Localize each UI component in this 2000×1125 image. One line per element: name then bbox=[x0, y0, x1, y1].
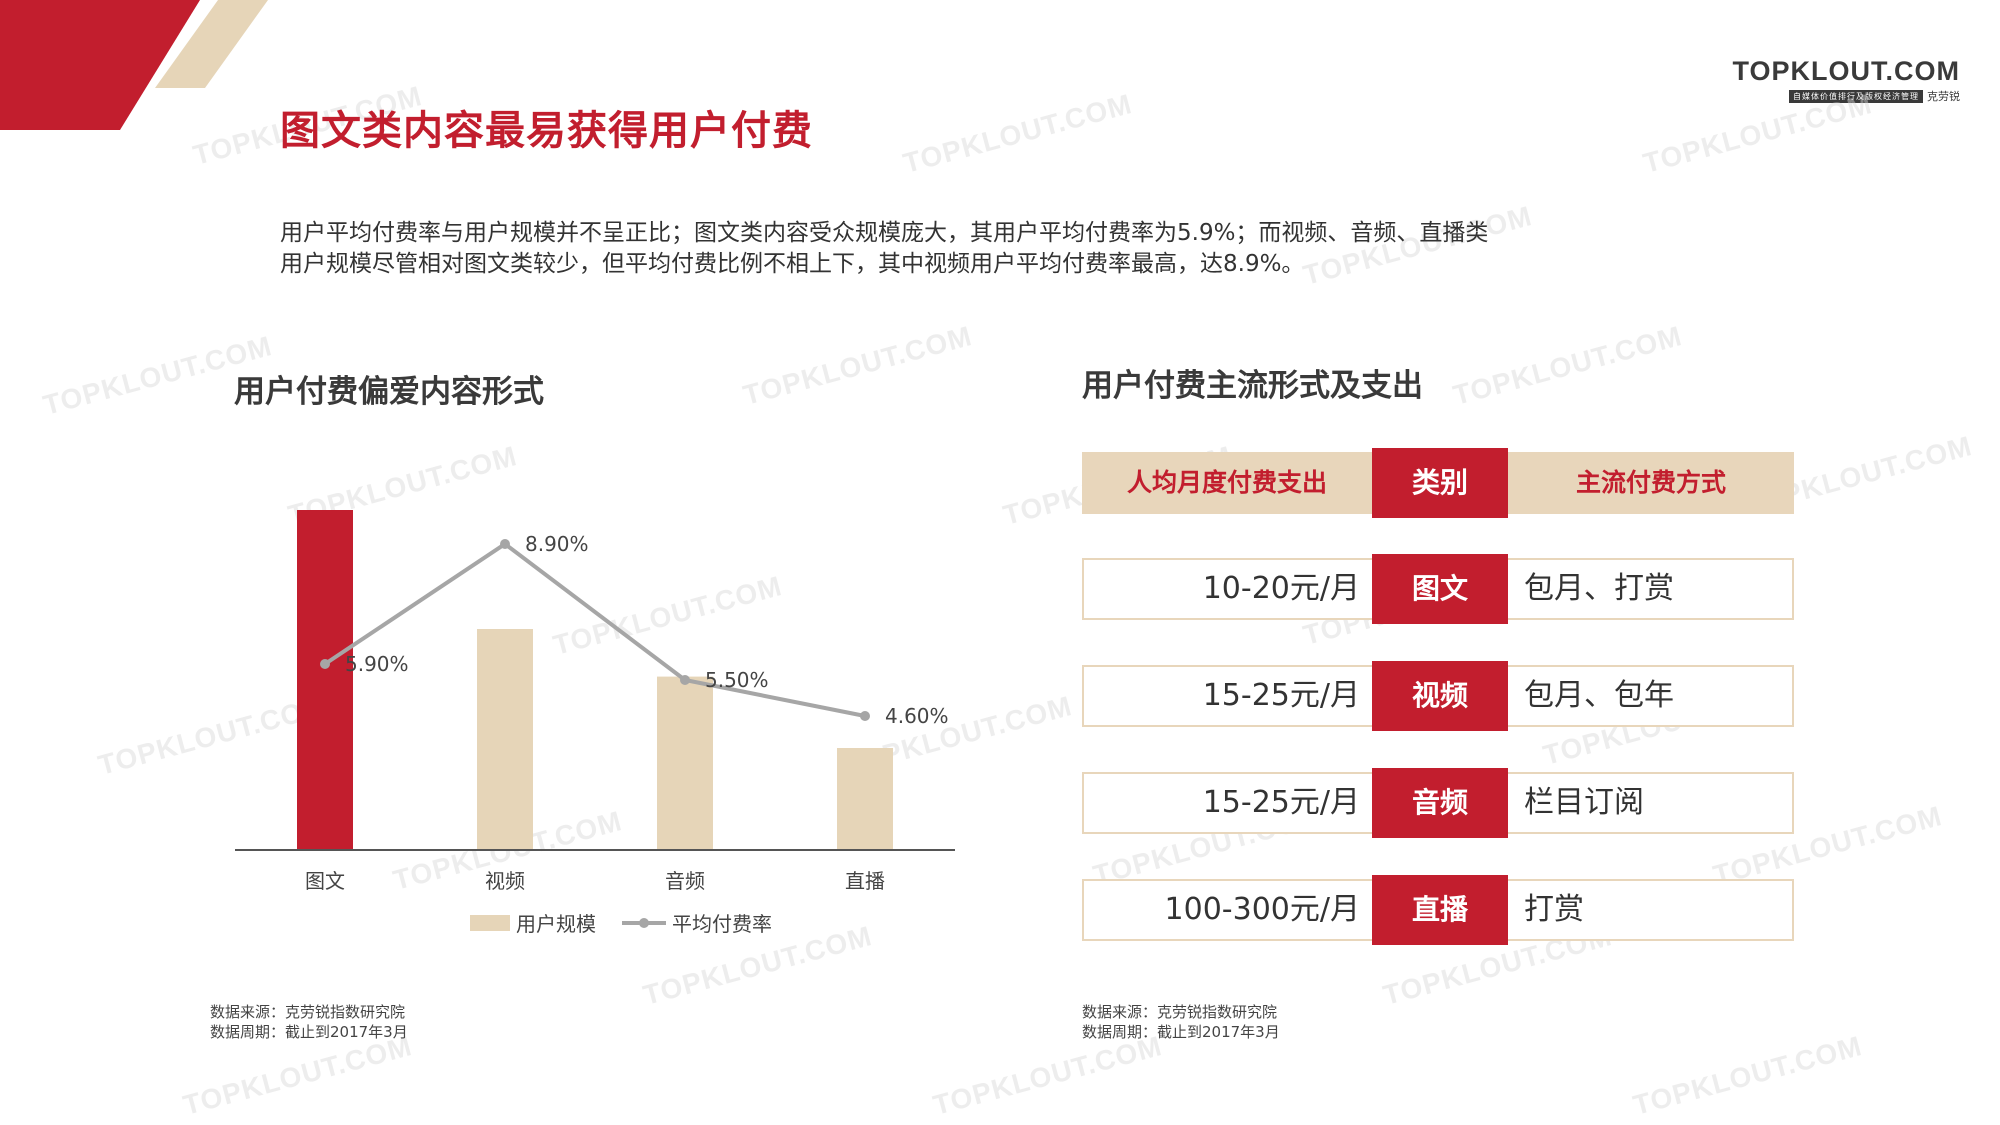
watermark: TOPKLOUT.COM bbox=[739, 320, 976, 411]
brand-logo: TOPKLOUT.COM 自媒体价值排行及版权经济管理 克劳锐 bbox=[1733, 56, 1961, 104]
row-amount: 100-300元/月 bbox=[1164, 892, 1360, 927]
rate-point bbox=[500, 539, 510, 549]
source-line: 数据来源：克劳锐指数研究院 bbox=[1082, 1003, 1278, 1021]
data-source-note: 数据来源：克劳锐指数研究院 数据周期：截止到2017年3月 bbox=[1082, 1002, 1280, 1042]
table-row: 100-300元/月 直播 打赏 bbox=[1082, 875, 1794, 945]
brand-slogan: 自媒体价值排行及版权经济管理 bbox=[1789, 89, 1923, 103]
table-row: 15-25元/月 音频 栏目订阅 bbox=[1082, 768, 1794, 838]
bar-2 bbox=[477, 629, 533, 850]
watermark: TOPKLOUT.COM bbox=[899, 88, 1136, 179]
rate-data-label: 4.60% bbox=[885, 704, 949, 728]
summary-line: 用户平均付费率与用户规模并不呈正比；图文类内容受众规模庞大，其用户平均付费率为5… bbox=[280, 220, 1489, 246]
watermark: TOPKLOUT.COM bbox=[179, 1030, 416, 1121]
row-method: 包月、包年 bbox=[1524, 678, 1674, 713]
header-method: 主流付费方式 bbox=[1575, 468, 1726, 497]
table-header: 人均月度付费支出 类别 主流付费方式 bbox=[1082, 448, 1794, 518]
row-category: 直播 bbox=[1372, 875, 1508, 945]
x-tick-label: 直播 bbox=[845, 869, 885, 893]
combo-chart: 图文 视频 音频 直播 5.90% 8.90% 5.50% 4.60% 用户规模 平均付费率 bbox=[235, 510, 955, 936]
rate-point bbox=[320, 659, 330, 669]
x-tick-label: 视频 bbox=[485, 869, 525, 893]
rate-point bbox=[680, 675, 690, 685]
x-tick-label: 音频 bbox=[665, 869, 705, 893]
table-row: 15-25元/月 视频 包月、包年 bbox=[1082, 661, 1794, 731]
row-category: 视频 bbox=[1372, 661, 1508, 731]
row-amount: 15-25元/月 bbox=[1202, 678, 1360, 713]
row-method: 包月、打赏 bbox=[1524, 571, 1674, 606]
data-source-note: 数据来源：克劳锐指数研究院 数据周期：截止到2017年3月 bbox=[210, 1002, 408, 1042]
header-amount: 人均月度付费支出 bbox=[1126, 468, 1327, 497]
page-title: 图文类内容最易获得用户付费 bbox=[280, 108, 813, 154]
header-category: 类别 bbox=[1372, 448, 1508, 518]
bar-4 bbox=[837, 748, 893, 850]
bar-3 bbox=[657, 676, 713, 850]
chart-section-title: 用户付费偏爱内容形式 bbox=[234, 374, 544, 410]
row-method: 栏目订阅 bbox=[1524, 785, 1644, 820]
row-amount: 15-25元/月 bbox=[1202, 785, 1360, 820]
row-amount: 10-20元/月 bbox=[1202, 571, 1360, 606]
row-method: 打赏 bbox=[1524, 892, 1584, 927]
bar-1 bbox=[297, 510, 353, 850]
brand-cn: 克劳锐 bbox=[1927, 90, 1960, 103]
table-section-title: 用户付费主流形式及支出 bbox=[1082, 368, 1423, 404]
summary-text: 用户平均付费率与用户规模并不呈正比；图文类内容受众规模庞大，其用户平均付费率为5… bbox=[280, 218, 1640, 280]
source-line: 数据来源：克劳锐指数研究院 bbox=[210, 1003, 406, 1021]
summary-line: 用户规模尽管相对图文类较少，但平均付费比例不相上下，其中视频用户平均付费率最高，… bbox=[280, 251, 1305, 277]
brand-name: TOPKLOUT.COM bbox=[1732, 56, 1960, 86]
x-tick-label: 图文 bbox=[305, 869, 345, 893]
row-category: 音频 bbox=[1372, 768, 1508, 838]
rate-data-label: 5.90% bbox=[345, 652, 409, 676]
watermark: TOPKLOUT.COM bbox=[1629, 1030, 1866, 1121]
legend-bar-swatch bbox=[470, 915, 510, 931]
table-row: 10-20元/月 图文 包月、打赏 bbox=[1082, 554, 1794, 624]
rate-data-label: 8.90% bbox=[525, 532, 589, 556]
legend-label: 平均付费率 bbox=[672, 912, 772, 936]
period-line: 数据周期：截止到2017年3月 bbox=[210, 1023, 408, 1041]
period-line: 数据周期：截止到2017年3月 bbox=[1082, 1023, 1280, 1041]
legend-line-marker bbox=[639, 918, 649, 928]
legend-label: 用户规模 bbox=[516, 912, 596, 936]
rate-data-label: 5.50% bbox=[705, 668, 769, 692]
corner-decoration bbox=[0, 0, 268, 130]
watermark: TOPKLOUT.COM bbox=[929, 1030, 1166, 1121]
row-category: 图文 bbox=[1372, 554, 1508, 624]
rate-line bbox=[323, 541, 866, 718]
rate-point bbox=[860, 711, 870, 721]
watermark: TOPKLOUT.COM bbox=[1449, 320, 1686, 411]
